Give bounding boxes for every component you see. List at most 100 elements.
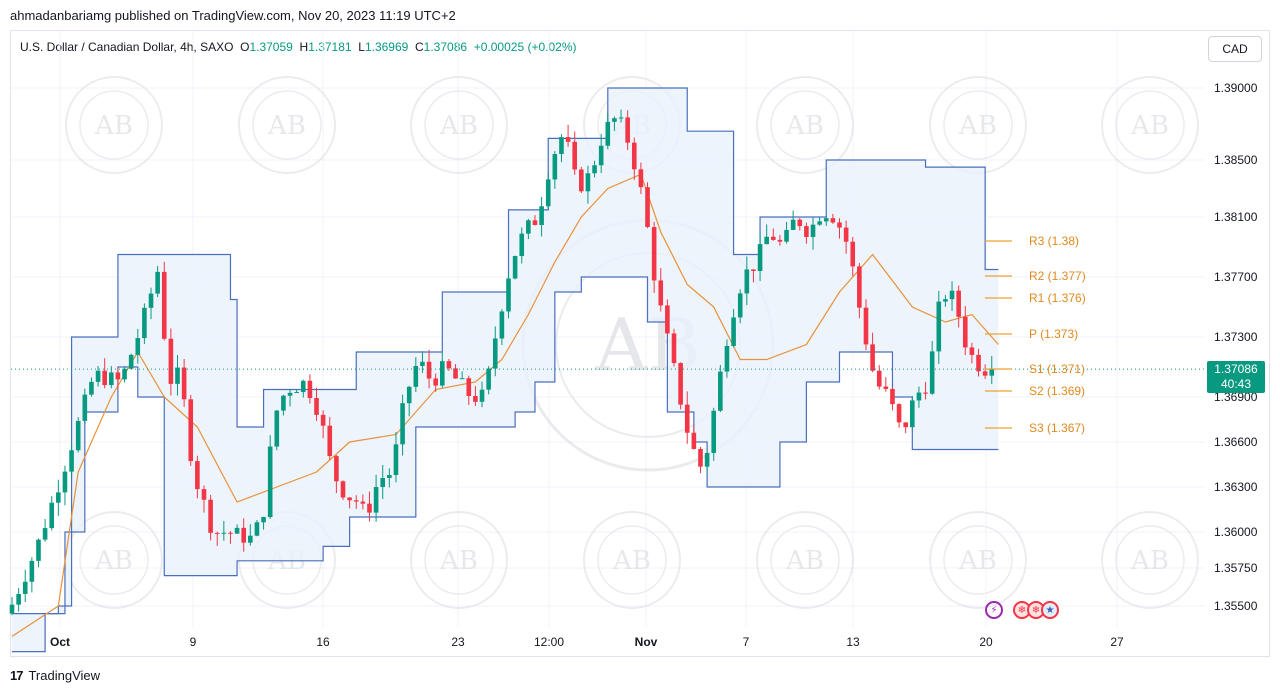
candle-body: [274, 410, 280, 447]
canada-flag-icon[interactable]: ❄: [1013, 601, 1031, 619]
channel-fill: [12, 88, 999, 652]
us-flag-icon[interactable]: ★: [1041, 601, 1059, 619]
brand-name: TradingView: [28, 668, 101, 683]
pivot-label: S3 (1.367): [1029, 421, 1085, 435]
candle-body: [499, 311, 505, 339]
candle-body: [671, 333, 677, 364]
candle-body: [883, 386, 889, 389]
candle-body: [936, 301, 942, 352]
candle-body: [69, 450, 74, 472]
channel-lower-line: [12, 276, 999, 653]
candle-body: [579, 169, 584, 192]
candle-body: [843, 227, 849, 242]
pivot-label: R2 (1.377): [1029, 269, 1086, 283]
watermark-text: AB: [94, 546, 133, 576]
watermark-badge: AB: [65, 76, 163, 174]
candle-body: [142, 307, 147, 339]
candle-body: [751, 269, 756, 271]
watermark-text: AB: [267, 111, 306, 141]
candle-body: [82, 394, 88, 421]
price-tick-label: 1.37700: [1214, 270, 1258, 284]
candle-body: [380, 477, 386, 488]
candle-body: [241, 527, 246, 543]
candle-body: [545, 179, 551, 207]
time-axis[interactable]: Oct 9 16 23 12:00 Nov 7 13 20 27: [50, 635, 1124, 649]
watermark-ring: [756, 76, 854, 174]
price-tick-label: 1.39000: [1214, 81, 1258, 95]
candle-body: [771, 236, 776, 240]
watermark-inner-ring: [943, 525, 1013, 595]
last-price-tag: 1.37086 40:43: [1207, 361, 1265, 393]
candle-body: [367, 503, 372, 513]
symbol-legend[interactable]: U.S. Dollar / Canadian Dollar, 4h, SAXO …: [20, 40, 576, 54]
candle-body: [347, 497, 352, 501]
candle-body: [287, 392, 293, 396]
candle-body: [248, 535, 253, 543]
candle-body: [923, 392, 928, 394]
candle-body: [453, 368, 458, 379]
price-axis[interactable]: 1.35500 1.35750 1.36000 1.36300 1.36600 1.369…: [1214, 81, 1258, 613]
watermark-inner-ring: [79, 90, 149, 160]
candle-body: [890, 388, 895, 405]
candle-body: [956, 290, 961, 317]
candle-body: [989, 369, 995, 376]
time-tick-label: 13: [846, 635, 860, 649]
candle-body: [711, 410, 717, 453]
candle-body: [466, 378, 472, 396]
watermark-inner-ring: [597, 525, 667, 595]
candle-body: [327, 425, 333, 457]
watermark-inner-ring: [424, 90, 494, 160]
candle-body: [665, 305, 670, 334]
candle-body: [102, 370, 107, 386]
candle-body: [49, 502, 55, 529]
watermark-inner-ring: [252, 90, 322, 160]
candle-body: [148, 293, 154, 308]
last-price: 1.37086: [1214, 362, 1258, 376]
candle-body: [433, 378, 438, 386]
candle-body: [373, 487, 379, 513]
candle-body: [334, 456, 339, 482]
candle-body: [526, 220, 531, 234]
candle-body: [413, 366, 419, 387]
candle-body: [234, 527, 240, 534]
candles: [9, 109, 1204, 616]
watermark-inner-ring: [1115, 525, 1185, 595]
candle-body: [208, 499, 213, 533]
candle-body: [36, 539, 41, 561]
watermark-text: AB: [1130, 111, 1169, 141]
candle-body: [155, 271, 160, 294]
time-tick-label: Nov: [635, 635, 658, 649]
candle-body: [638, 169, 644, 188]
candle-body: [863, 307, 869, 345]
price-tick-label: 1.36000: [1214, 525, 1258, 539]
time-tick-label: 23: [451, 635, 465, 649]
watermark-text: AB: [958, 546, 997, 576]
candle-body: [718, 371, 723, 411]
lightning-event-icon[interactable]: ⚡: [985, 601, 1003, 619]
footer-brand[interactable]: 17 TradingView: [10, 668, 100, 683]
tradingview-logo-icon: 17: [10, 668, 24, 683]
watermark-text: AB: [94, 111, 133, 141]
watermark-badge: AB: [238, 76, 336, 174]
change-value: +0.00025 (+0.02%): [473, 40, 577, 54]
watermark-ring: [65, 76, 163, 174]
watermark-inner-ring: [79, 525, 149, 595]
chart-frame: [10, 30, 1270, 657]
candle-body: [320, 414, 326, 426]
candle-body: [353, 500, 359, 502]
candle-body: [22, 581, 28, 594]
candle-body: [698, 448, 703, 467]
candle-body: [830, 218, 836, 223]
price-tick-label: 1.36600: [1214, 435, 1258, 449]
candle-body: [817, 221, 822, 225]
candle-body: [625, 117, 630, 143]
pivot-label: P (1.373): [1029, 327, 1078, 341]
candle-body: [512, 256, 518, 279]
candle-body: [539, 206, 544, 225]
currency-button[interactable]: CAD: [1208, 36, 1262, 62]
candle-body: [605, 121, 611, 146]
candle-body: [440, 361, 445, 386]
candle-body: [559, 137, 564, 155]
watermark-badge: AB: [756, 511, 854, 609]
